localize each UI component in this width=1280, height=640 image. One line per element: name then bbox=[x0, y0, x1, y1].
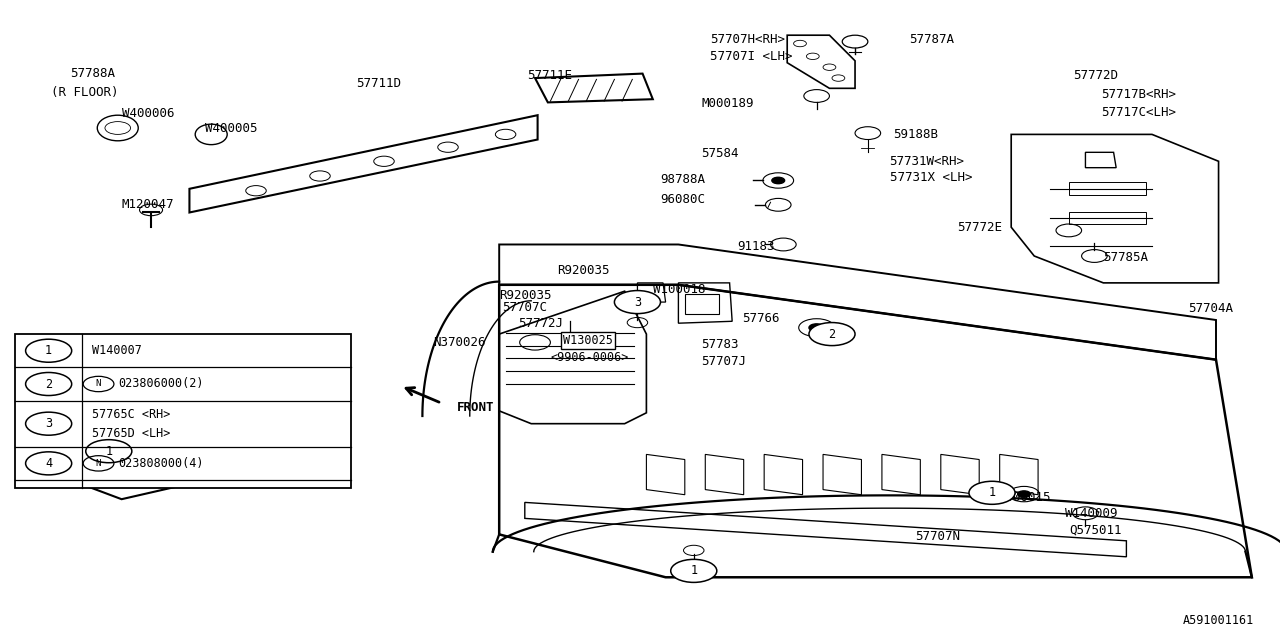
Text: 57731W<RH>: 57731W<RH> bbox=[890, 155, 965, 168]
Text: 59188B: 59188B bbox=[893, 128, 938, 141]
Text: FRONT: FRONT bbox=[457, 401, 494, 413]
Text: 57707N: 57707N bbox=[915, 530, 960, 543]
Text: 91183: 91183 bbox=[737, 240, 774, 253]
Text: W100018: W100018 bbox=[653, 283, 705, 296]
Text: W140007: W140007 bbox=[92, 344, 142, 357]
Text: 57707J: 57707J bbox=[701, 355, 746, 368]
Text: 4: 4 bbox=[45, 457, 52, 470]
Text: W130025: W130025 bbox=[563, 334, 613, 347]
Text: R920035: R920035 bbox=[557, 264, 609, 276]
Text: 3: 3 bbox=[45, 417, 52, 430]
Text: 023808000(4): 023808000(4) bbox=[118, 457, 204, 470]
Text: 1: 1 bbox=[105, 445, 113, 458]
Text: 57707C: 57707C bbox=[502, 301, 547, 314]
Circle shape bbox=[26, 372, 72, 396]
Text: 57717B<RH>: 57717B<RH> bbox=[1101, 88, 1176, 101]
Text: 57704A: 57704A bbox=[1188, 302, 1233, 315]
Text: 1: 1 bbox=[690, 564, 698, 577]
Text: 57711E: 57711E bbox=[527, 69, 572, 82]
Text: 57788A: 57788A bbox=[70, 67, 115, 80]
Text: 1: 1 bbox=[988, 486, 996, 499]
Polygon shape bbox=[1085, 152, 1116, 168]
Text: 57772J: 57772J bbox=[518, 317, 563, 330]
Text: 57731X <LH>: 57731X <LH> bbox=[890, 172, 972, 184]
FancyBboxPatch shape bbox=[15, 334, 351, 488]
Text: 57772E: 57772E bbox=[957, 221, 1002, 234]
Text: 57707I <LH>: 57707I <LH> bbox=[710, 50, 792, 63]
Text: R920035: R920035 bbox=[499, 289, 552, 302]
Circle shape bbox=[809, 324, 824, 332]
Text: N370026: N370026 bbox=[433, 336, 485, 349]
Text: W300015: W300015 bbox=[998, 492, 1051, 504]
Text: Q575011: Q575011 bbox=[1069, 524, 1121, 536]
Text: W400005: W400005 bbox=[205, 122, 257, 134]
Text: 98788A: 98788A bbox=[660, 173, 705, 186]
Circle shape bbox=[86, 440, 132, 463]
Circle shape bbox=[26, 412, 72, 435]
Circle shape bbox=[614, 291, 660, 314]
Circle shape bbox=[969, 481, 1015, 504]
Text: A591001161: A591001161 bbox=[1183, 614, 1254, 627]
Text: 57785A: 57785A bbox=[1103, 251, 1148, 264]
Text: 57765D <LH>: 57765D <LH> bbox=[92, 427, 170, 440]
Circle shape bbox=[671, 559, 717, 582]
Text: N: N bbox=[96, 380, 101, 388]
Text: <9906-0006>: <9906-0006> bbox=[550, 351, 628, 364]
Text: M000189: M000189 bbox=[701, 97, 754, 110]
Text: M120047: M120047 bbox=[122, 198, 174, 211]
Text: (R FLOOR): (R FLOOR) bbox=[51, 86, 119, 99]
Text: 57707H<RH>: 57707H<RH> bbox=[710, 33, 786, 46]
Text: 57711D: 57711D bbox=[356, 77, 401, 90]
Circle shape bbox=[1018, 491, 1030, 497]
Text: 57717C<LH>: 57717C<LH> bbox=[1101, 106, 1176, 118]
Circle shape bbox=[26, 452, 72, 475]
Text: 57765C <RH>: 57765C <RH> bbox=[92, 408, 170, 420]
Text: 1: 1 bbox=[45, 344, 52, 357]
Text: 2: 2 bbox=[45, 378, 52, 390]
Text: W140009: W140009 bbox=[1065, 507, 1117, 520]
Text: 57783: 57783 bbox=[701, 338, 739, 351]
Circle shape bbox=[772, 177, 785, 184]
Text: 96080C: 96080C bbox=[660, 193, 705, 206]
Text: 57772D: 57772D bbox=[1073, 69, 1117, 82]
Text: W400006: W400006 bbox=[122, 108, 174, 120]
Text: 57787A: 57787A bbox=[909, 33, 954, 46]
Text: 023806000(2): 023806000(2) bbox=[118, 378, 204, 390]
Text: 57766: 57766 bbox=[742, 312, 780, 325]
Circle shape bbox=[26, 339, 72, 362]
Text: 3: 3 bbox=[634, 296, 641, 308]
Circle shape bbox=[809, 323, 855, 346]
Text: 2: 2 bbox=[828, 328, 836, 340]
Text: N: N bbox=[96, 459, 101, 468]
Text: 57584: 57584 bbox=[701, 147, 739, 160]
